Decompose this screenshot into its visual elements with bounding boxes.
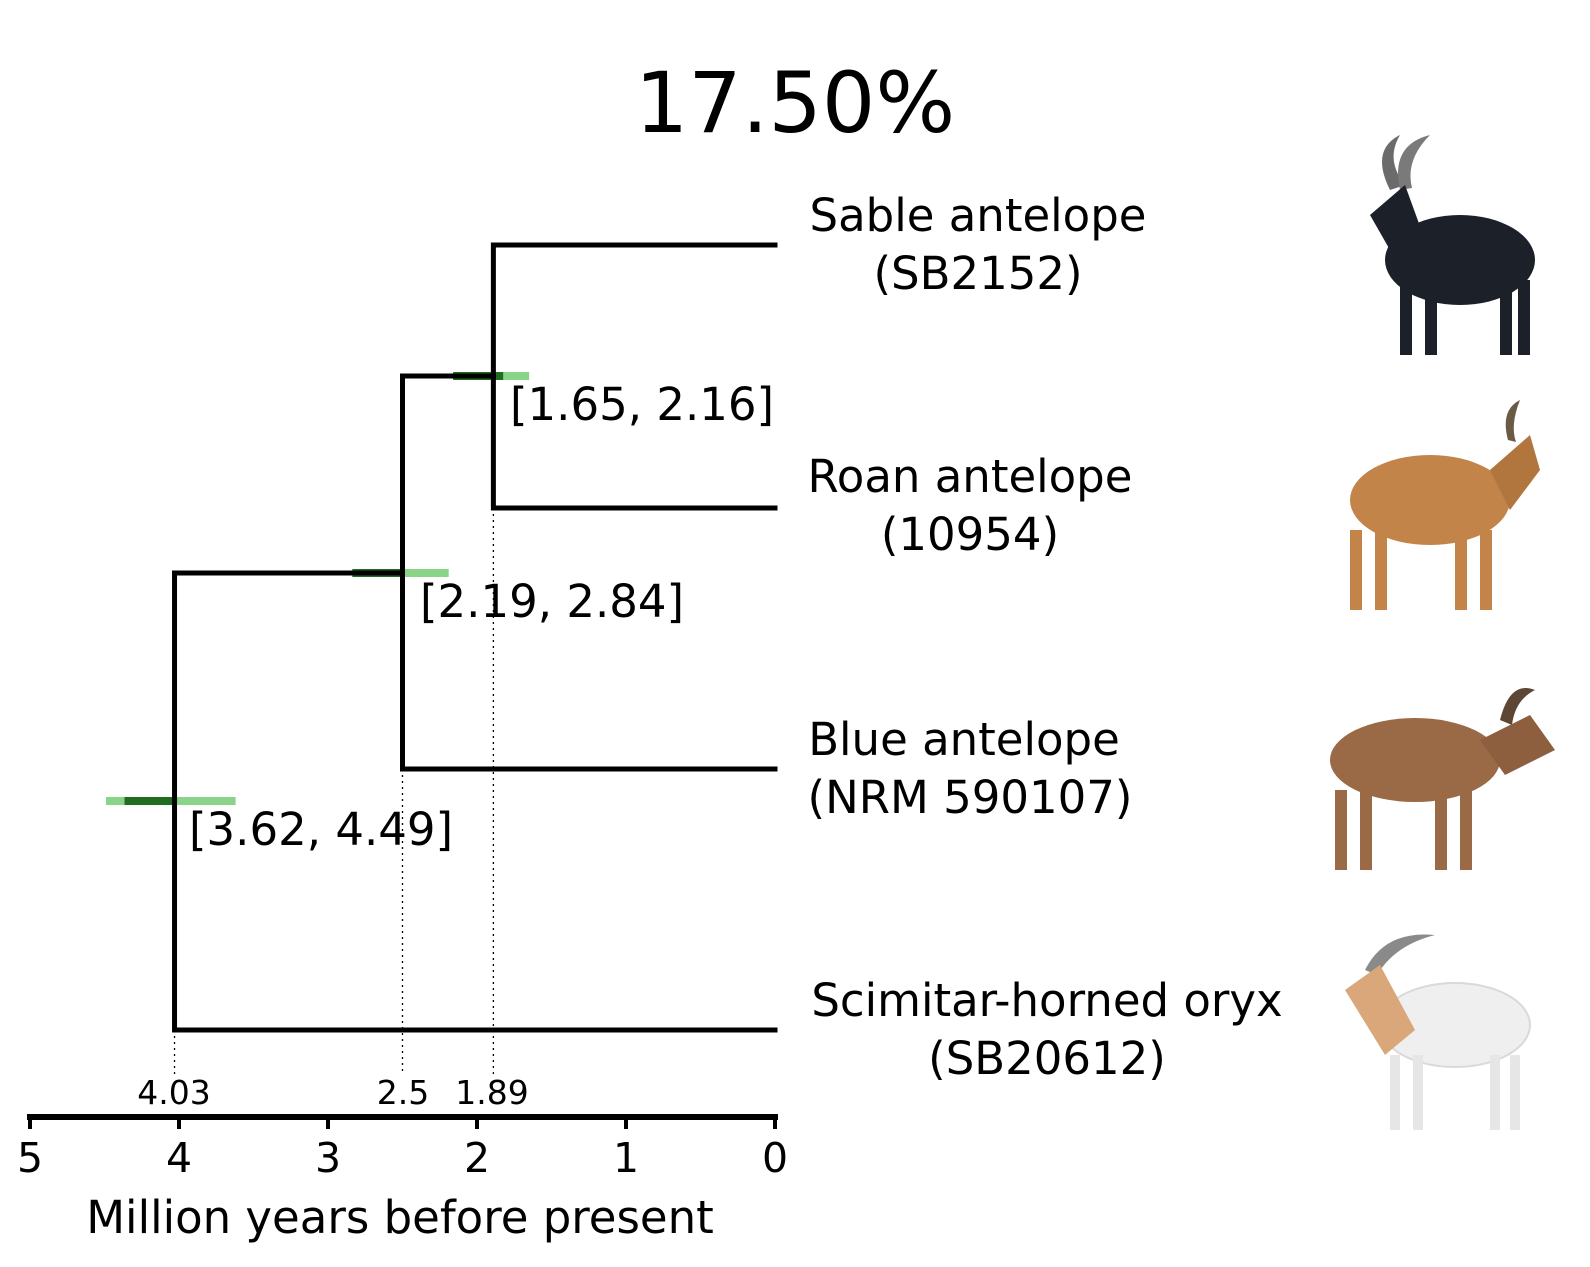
sable-antelope-icon — [1370, 135, 1535, 355]
roan-antelope-icon — [1350, 400, 1540, 610]
ci-label-node-2: [2.19, 2.84] — [420, 575, 684, 628]
time-axis: 5 4 3 2 1 0 — [17, 1114, 788, 1182]
age-label-node-2: 2.5 — [377, 1073, 429, 1112]
axis-tick-label-1: 1 — [613, 1134, 639, 1182]
scimitar-horned-oryx-icon — [1345, 934, 1531, 1130]
branch-node-2 — [400, 373, 778, 772]
taxon-id-sable: (SB2152) — [873, 247, 1082, 300]
taxon-name-blue: Blue antelope — [808, 713, 1120, 766]
ci-label-node-3: [3.62, 4.49] — [189, 803, 453, 856]
axis-tick-label-5: 5 — [17, 1134, 43, 1182]
axis-tick-label-2: 2 — [464, 1134, 490, 1182]
age-label-node-1: 1.89 — [455, 1073, 528, 1112]
taxon-name-sable: Sable antelope — [810, 189, 1147, 242]
axis-tick-label-0: 0 — [762, 1134, 788, 1182]
taxon-id-blue: (NRM 590107) — [808, 771, 1133, 824]
page-title: 17.50% — [635, 54, 955, 152]
taxon-id-oryx: (SB20612) — [928, 1032, 1166, 1085]
branch-node-3 — [172, 570, 778, 1033]
taxon-id-roan: (10954) — [881, 508, 1059, 561]
axis-tick-label-3: 3 — [315, 1134, 341, 1182]
taxon-name-oryx: Scimitar-horned oryx — [811, 974, 1282, 1027]
x-axis-label: Million years before present — [86, 1191, 714, 1244]
ci-label-node-1: [1.65, 2.16] — [510, 378, 774, 431]
branch-node-1 — [490, 242, 778, 511]
ci-bar-center-node-3 — [124, 797, 175, 805]
age-label-node-3: 4.03 — [137, 1073, 210, 1112]
blue-antelope-icon — [1330, 688, 1555, 870]
taxon-name-roan: Roan antelope — [808, 450, 1133, 503]
axis-tick-label-4: 4 — [166, 1134, 192, 1182]
